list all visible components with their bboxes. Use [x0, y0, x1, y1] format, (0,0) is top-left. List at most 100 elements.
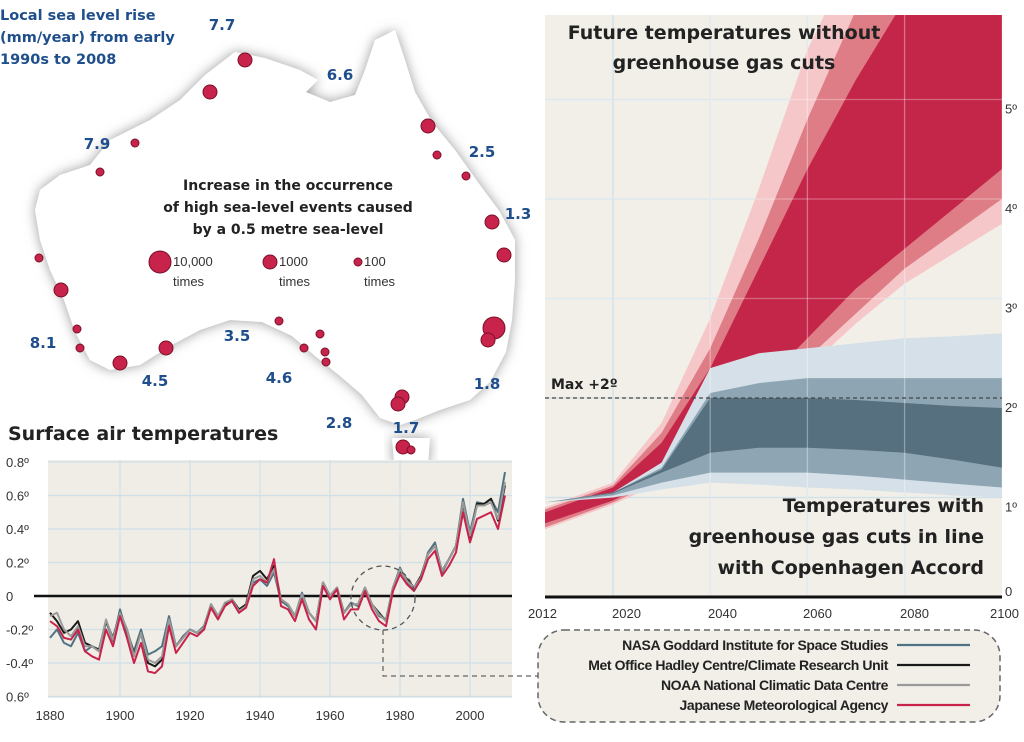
size-legend-dot — [353, 257, 363, 267]
y-tick-label: 4º — [1005, 201, 1017, 216]
size-legend-value: 10,000 — [173, 254, 213, 269]
legend-label: Japanese Meteorological Agency — [680, 697, 889, 713]
tide-gauge-dot — [320, 347, 330, 357]
axis-ticks: 1880 1900 1920 1940 1960 1980 2000 0.8º 0.6º 0.4º… — [6, 455, 484, 723]
sea-level-rise-label: 3.5 — [224, 327, 251, 345]
y-tick-label: 0.2º — [6, 556, 29, 571]
tide-gauge-dot — [299, 343, 309, 353]
lower-scenario-label: Temperatures with — [783, 495, 984, 517]
x-tick-label: 2020 — [612, 606, 641, 621]
plot-background — [48, 460, 512, 698]
tide-gauge-dot — [34, 253, 44, 263]
australia-mainland — [35, 30, 515, 425]
tide-gauge-dot — [95, 167, 105, 177]
y-tick-label: 0.4º — [6, 522, 29, 537]
map-legend-line: of high sea-level events caused — [163, 200, 412, 216]
tide-gauge-dot — [480, 332, 496, 348]
x-tick-label: 2040 — [708, 606, 737, 621]
tide-gauge-dot — [420, 118, 436, 134]
lower-scenario-label: greenhouse gas cuts in line — [689, 526, 984, 548]
chart-title: Surface air temperatures — [8, 423, 278, 445]
x-tick-label: 1940 — [246, 708, 275, 723]
y-tick-label: -0.4º — [6, 656, 33, 671]
x-tick-label: 1880 — [36, 708, 65, 723]
size-legend-value: 100 — [364, 254, 386, 269]
size-legend-dot — [262, 254, 278, 270]
sea-level-rise-label: 7.7 — [209, 16, 236, 34]
tide-gauge-dot — [72, 324, 82, 334]
size-legend-unit: times — [173, 274, 205, 289]
upper-scenario-label: greenhouse gas cuts — [613, 52, 836, 74]
x-tick-label: 1980 — [386, 708, 415, 723]
map-title-line: (mm/year) from early — [0, 30, 175, 46]
future-temperature-chart: 2012 2020 2040 2060 2080 2100 0 1º 2º 3º 4º 5º Futu… — [528, 15, 1019, 622]
x-tick-label: 2080 — [900, 606, 929, 621]
tide-gauge-dot — [496, 247, 512, 263]
axis-ticks: 2012 2020 2040 2060 2080 2100 0 1º 2º 3º 4º 5º — [528, 102, 1019, 622]
y-tick-label: 0 — [1005, 584, 1012, 599]
y-tick-label: 5º — [1005, 102, 1017, 117]
tide-gauge-dot — [274, 316, 284, 326]
map-title: Local sea level rise (mm/year) from early… — [0, 8, 175, 68]
tide-gauge-dot — [461, 171, 471, 181]
tide-gauge-dot — [158, 340, 174, 356]
y-tick-label: 0.6º — [6, 690, 29, 705]
sea-level-rise-label: 2.5 — [469, 143, 496, 161]
annotations: Future temperatures without greenhouse ga… — [551, 22, 984, 579]
map-title-line: Local sea level rise — [0, 8, 156, 24]
upper-scenario-label: Future temperatures without — [568, 22, 881, 44]
legend-box — [537, 629, 1001, 723]
legend-label: Met Office Hadley Centre/Climate Researc… — [588, 657, 889, 673]
y-tick-label: 3º — [1005, 301, 1017, 316]
lower-scenario-label: with Copenhagen Accord — [717, 557, 984, 579]
legend-label: NOAA National Climatic Data Centre — [661, 677, 889, 693]
size-legend-value: 1000 — [279, 254, 308, 269]
size-legend-dot — [148, 250, 172, 274]
tide-gauge-dot — [130, 138, 140, 148]
tide-gauge-dot — [321, 357, 331, 367]
y-tick-label: 1º — [1005, 500, 1017, 515]
tide-gauge-dot — [237, 52, 253, 68]
sea-level-rise-label: 4.5 — [142, 372, 169, 390]
sea-level-rise-label: 7.9 — [84, 135, 111, 153]
legend: NASA Goddard Institute for Space Studies… — [588, 637, 970, 713]
series-line-3 — [49, 495, 506, 675]
connector — [350, 565, 538, 677]
surface-air-temperature-chart: Surface air temperatures 1880 1900 1920 194… — [6, 423, 512, 723]
x-tick-label: 1900 — [106, 708, 135, 723]
tide-gauge-dot — [53, 282, 69, 298]
tide-gauge-dot — [315, 329, 325, 339]
legend-label: NASA Goddard Institute for Space Studies — [622, 637, 888, 653]
y-tick-label: 0 — [6, 589, 13, 604]
x-tick-label: 2100 — [990, 606, 1019, 621]
tide-gauge-dot — [484, 214, 500, 230]
map-title-line: 1990s to 2008 — [0, 52, 116, 68]
y-tick-label: 0.8º — [6, 455, 29, 470]
map-legend-line: by a 0.5 metre sea-level — [193, 222, 384, 238]
y-tick-label: 0.6º — [6, 489, 29, 504]
size-legend-unit: times — [279, 274, 311, 289]
map-dots — [34, 52, 512, 476]
sea-level-rise-label: 8.1 — [30, 334, 57, 352]
projection-bands — [545, 15, 1002, 530]
x-tick-label: 1920 — [176, 708, 205, 723]
band-core — [545, 398, 1002, 503]
tide-gauge-dot — [432, 150, 442, 160]
map-legend-line: Increase in the occurrence — [183, 178, 393, 194]
size-legend-unit: times — [364, 274, 396, 289]
australia-map: Local sea level rise (mm/year) from early… — [0, 8, 531, 482]
tide-gauge-dot — [75, 343, 85, 353]
x-tick-label: 2000 — [456, 708, 485, 723]
sea-level-rise-label: 1.8 — [474, 375, 501, 393]
sea-level-rise-label: 4.6 — [266, 369, 293, 387]
band-core — [545, 15, 1002, 524]
tide-gauge-dot — [390, 396, 406, 412]
grid-overlay — [545, 15, 1002, 599]
sea-level-rise-label: 6.6 — [327, 66, 354, 84]
tide-gauge-dot — [112, 355, 128, 371]
y-tick-label: -0.2º — [6, 623, 33, 638]
tide-gauge-dot — [406, 445, 416, 455]
y-tick-label: 2º — [1005, 400, 1017, 415]
sea-level-rise-label: 1.7 — [393, 419, 420, 437]
